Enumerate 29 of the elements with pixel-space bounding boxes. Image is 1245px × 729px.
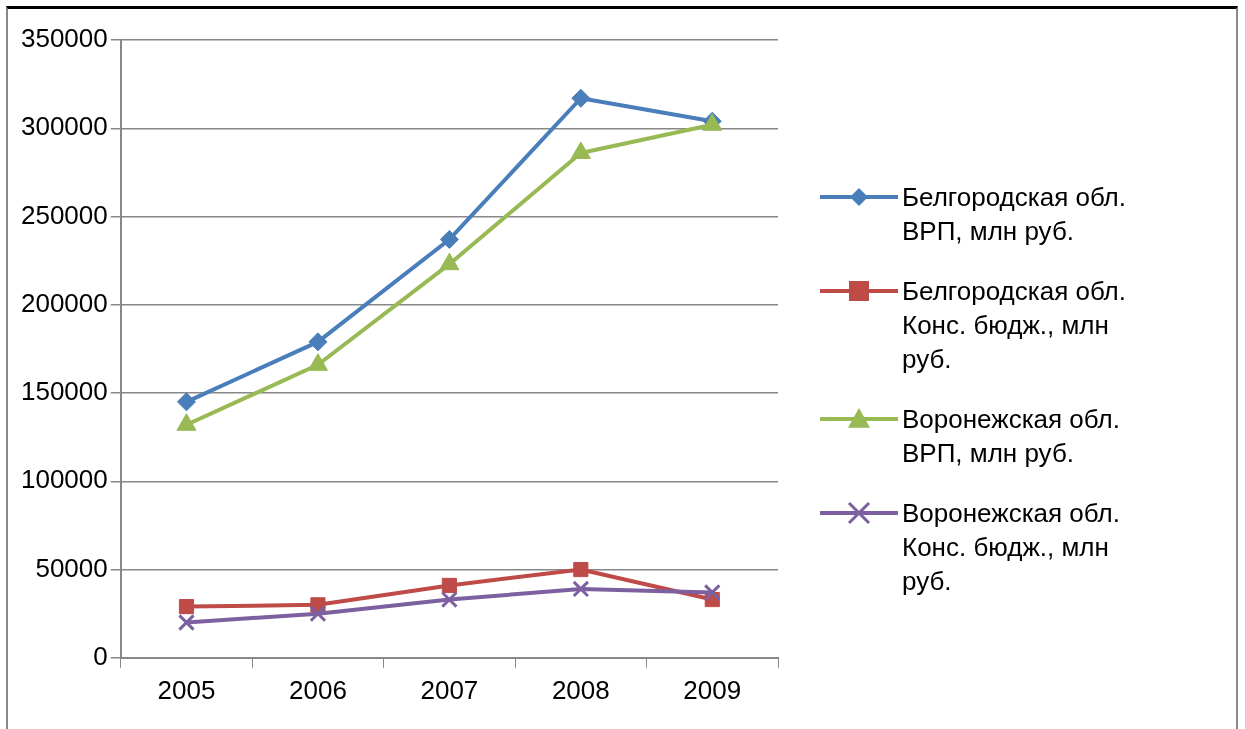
y-tick-label: 300000: [20, 111, 108, 142]
point: [573, 561, 589, 578]
x-tick-label: 2009: [683, 674, 742, 705]
point: [308, 332, 328, 352]
point: [571, 88, 591, 108]
legend-label: Воронежская обл. ВРП, млн руб.: [902, 403, 1121, 470]
legend-label: Воронежская обл. Конс. бюдж., млн руб.: [902, 497, 1121, 598]
x-tick-label: 2006: [289, 674, 347, 705]
point: [439, 229, 459, 249]
point: [703, 583, 721, 602]
point: [177, 613, 196, 632]
point: [572, 580, 590, 598]
y-tick-label: 200000: [20, 287, 108, 318]
y-tick-label: 100000: [20, 464, 108, 495]
y-tick-label: 50000: [35, 552, 108, 583]
point: [176, 392, 196, 412]
y-tick-label: 0: [93, 640, 108, 671]
y-tick-label: 350000: [20, 23, 108, 54]
point: [441, 577, 457, 593]
y-tick-label: 150000: [20, 376, 108, 407]
legend-label: Белгородская обл. Конс. бюдж., млн руб.: [902, 275, 1127, 376]
x-tick-label: 2007: [420, 674, 479, 705]
legend-label: Белгородская обл. ВРП, млн руб.: [902, 181, 1127, 248]
y-tick-label: 250000: [20, 199, 108, 230]
point: [440, 590, 458, 609]
x-tick-label: 2008: [551, 674, 610, 705]
point: [309, 605, 327, 623]
x-tick-label: 2005: [157, 674, 216, 705]
point: [178, 599, 195, 615]
